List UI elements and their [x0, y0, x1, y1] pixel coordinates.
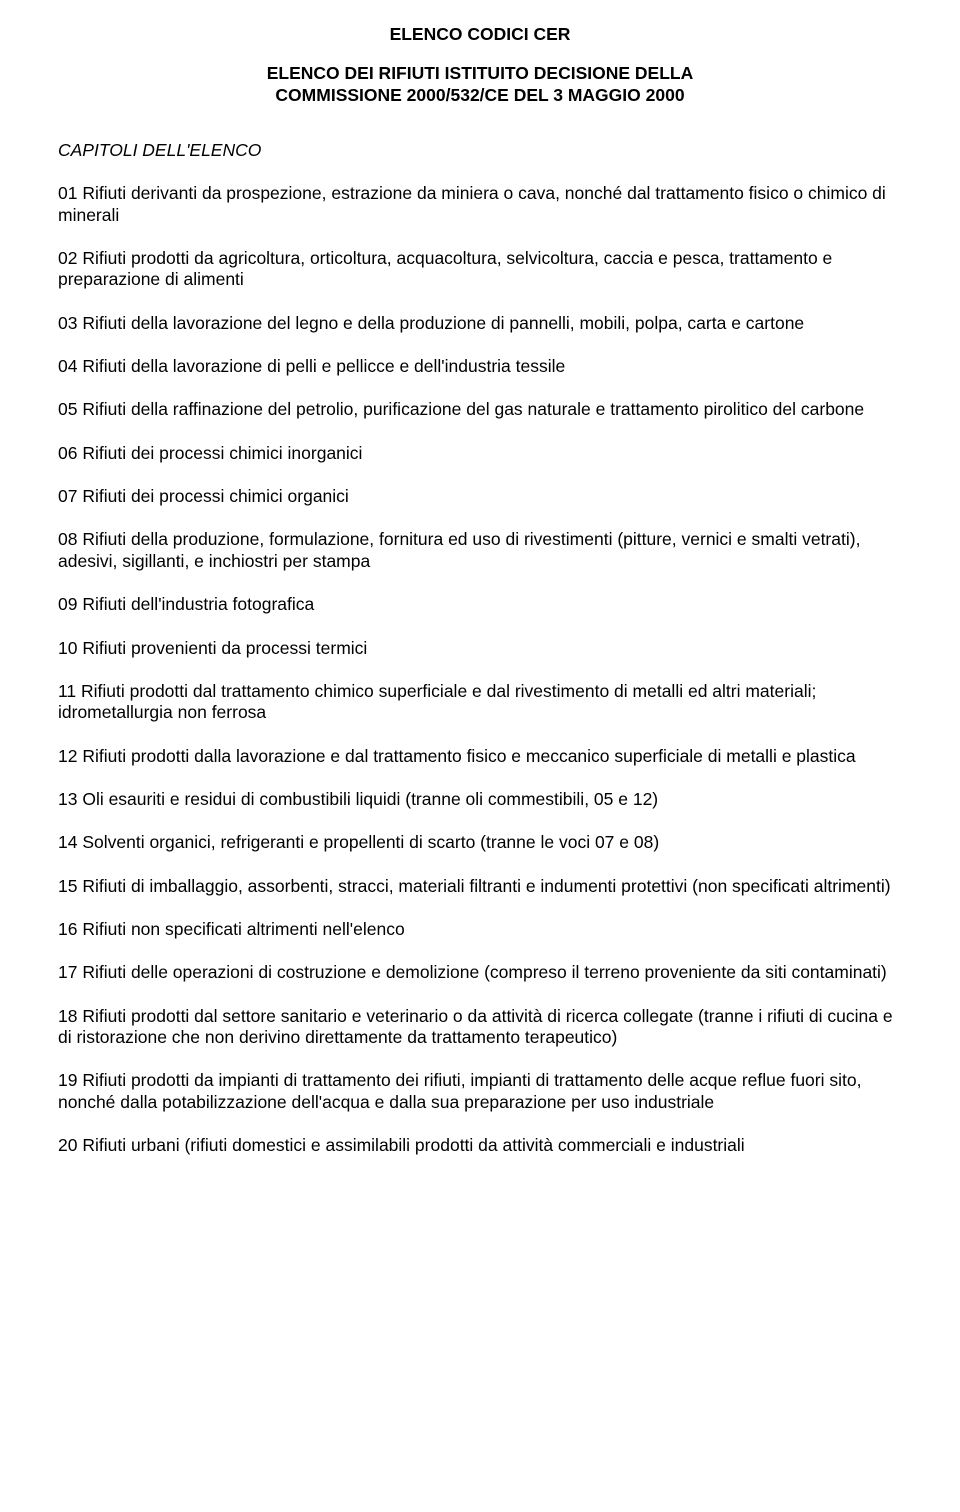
list-item: 17 Rifiuti delle operazioni di costruzio…	[58, 962, 902, 983]
list-item: 20 Rifiuti urbani (rifiuti domestici e a…	[58, 1135, 902, 1156]
list-item: 14 Solventi organici, refrigeranti e pro…	[58, 832, 902, 853]
list-item: 12 Rifiuti prodotti dalla lavorazione e …	[58, 746, 902, 767]
list-item: 08 Rifiuti della produzione, formulazion…	[58, 529, 902, 572]
list-item: 18 Rifiuti prodotti dal settore sanitari…	[58, 1006, 902, 1049]
document-title: ELENCO CODICI CER	[58, 24, 902, 45]
list-item: 06 Rifiuti dei processi chimici inorgani…	[58, 443, 902, 464]
document-page: ELENCO CODICI CER ELENCO DEI RIFIUTI IST…	[0, 0, 960, 1512]
list-item: 05 Rifiuti della raffinazione del petrol…	[58, 399, 902, 420]
list-item: 04 Rifiuti della lavorazione di pelli e …	[58, 356, 902, 377]
list-item: 07 Rifiuti dei processi chimici organici	[58, 486, 902, 507]
list-item: 02 Rifiuti prodotti da agricoltura, orti…	[58, 248, 902, 291]
list-item: 19 Rifiuti prodotti da impianti di tratt…	[58, 1070, 902, 1113]
list-item: 16 Rifiuti non specificati altrimenti ne…	[58, 919, 902, 940]
document-subtitle: ELENCO DEI RIFIUTI ISTITUITO DECISIONE D…	[58, 63, 902, 106]
section-heading: CAPITOLI DELL'ELENCO	[58, 140, 902, 161]
list-item: 03 Rifiuti della lavorazione del legno e…	[58, 313, 902, 334]
subtitle-line-2: COMMISSIONE 2000/532/CE DEL 3 MAGGIO 200…	[275, 85, 684, 105]
list-item: 09 Rifiuti dell'industria fotografica	[58, 594, 902, 615]
list-item: 15 Rifiuti di imballaggio, assorbenti, s…	[58, 876, 902, 897]
list-item: 10 Rifiuti provenienti da processi termi…	[58, 638, 902, 659]
list-item: 11 Rifiuti prodotti dal trattamento chim…	[58, 681, 902, 724]
list-item: 01 Rifiuti derivanti da prospezione, est…	[58, 183, 902, 226]
list-item: 13 Oli esauriti e residui di combustibil…	[58, 789, 902, 810]
subtitle-line-1: ELENCO DEI RIFIUTI ISTITUITO DECISIONE D…	[267, 63, 694, 83]
